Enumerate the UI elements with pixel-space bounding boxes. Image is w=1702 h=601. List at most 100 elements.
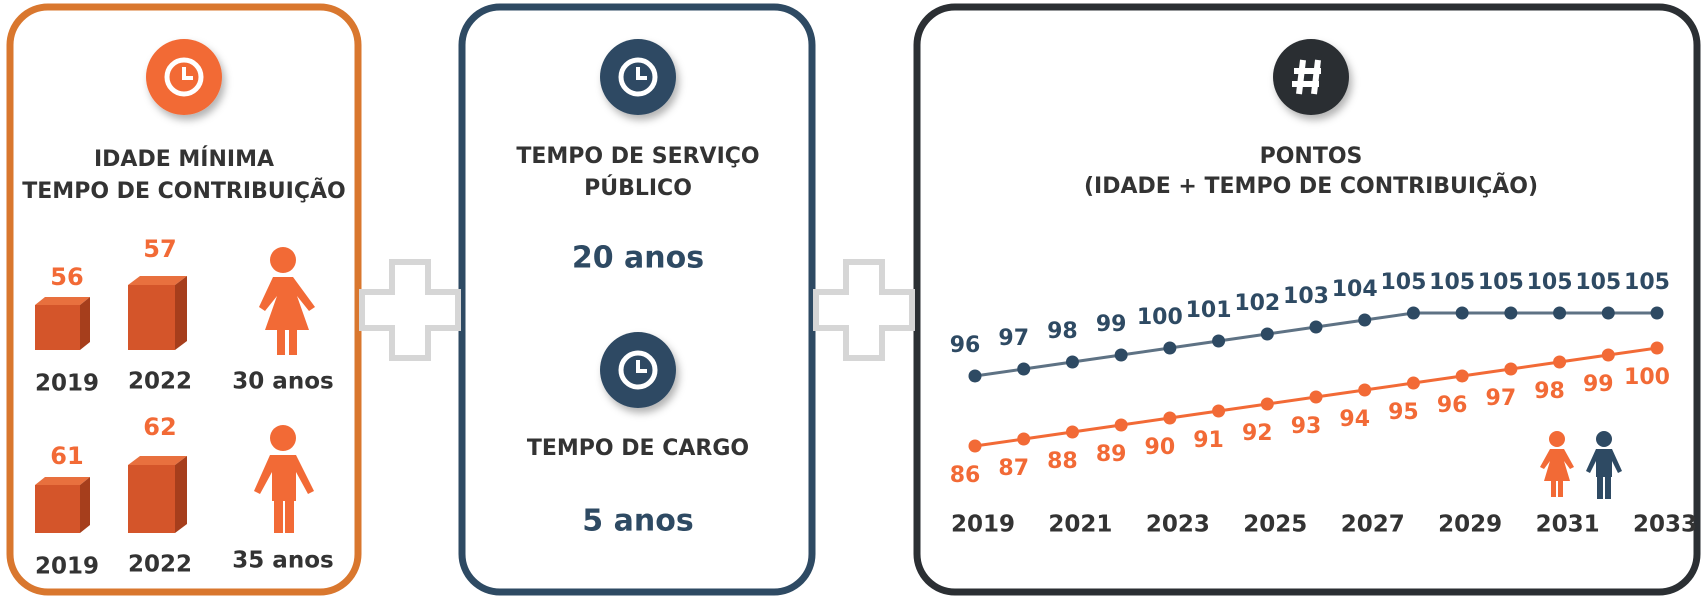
title-line: TEMPO DE SERVIÇO: [516, 144, 759, 169]
point: [1309, 390, 1323, 404]
value: 20 anos: [572, 241, 704, 276]
data-label: 93: [1291, 414, 1322, 439]
data-label: 94: [1339, 407, 1370, 432]
year: 2019: [35, 371, 99, 397]
data-label: 103: [1283, 284, 1329, 309]
data-label: 95: [1388, 400, 1419, 425]
data-label: 99: [1096, 312, 1127, 337]
point: [1163, 341, 1177, 355]
data-label: 97: [1486, 386, 1517, 411]
title-line: PONTOS: [1260, 144, 1363, 169]
data-label: 99: [1583, 372, 1614, 397]
point: [1455, 306, 1469, 320]
point: [1017, 362, 1031, 376]
data-label: 105: [1478, 270, 1524, 295]
x-tick-label: 2031: [1536, 512, 1600, 538]
x-tick-label: 2029: [1438, 512, 1502, 538]
man-icon: [254, 425, 314, 533]
clock-icon: [600, 332, 676, 408]
title-line: TEMPO DE CONTRIBUIÇÃO: [22, 178, 345, 204]
data-label: 88: [1047, 449, 1078, 474]
data-label: 101: [1186, 298, 1232, 323]
point: [1601, 306, 1615, 320]
data-label: 105: [1575, 270, 1621, 295]
value: 61: [50, 442, 83, 470]
point: [1650, 306, 1664, 320]
data-label: 105: [1429, 270, 1475, 295]
title-line: PÚBLICO: [584, 175, 692, 201]
data-label: 92: [1242, 421, 1273, 446]
data-label: 105: [1624, 270, 1670, 295]
panel-servico: [458, 3, 816, 596]
hash-icon: [1273, 39, 1349, 115]
data-label: 104: [1332, 277, 1378, 302]
woman-icon: [1540, 431, 1574, 497]
x-tick-label: 2021: [1048, 512, 1112, 538]
x-tick-label: 2019: [951, 512, 1015, 538]
year: 2022: [128, 369, 192, 395]
point: [1553, 306, 1567, 320]
data-label: 98: [1047, 319, 1078, 344]
plus-icon: [359, 259, 461, 361]
point: [1309, 320, 1323, 334]
man-icon: [1586, 431, 1622, 499]
panel-idade: [6, 3, 362, 596]
value: 56: [50, 263, 83, 291]
clock-icon: [146, 39, 222, 115]
point: [1163, 411, 1177, 425]
point: [1358, 313, 1372, 327]
data-label: 100: [1624, 365, 1670, 390]
point: [1114, 418, 1128, 432]
point: [1504, 362, 1518, 376]
data-label: 97: [998, 326, 1029, 351]
point: [1212, 404, 1226, 418]
point: [1212, 334, 1226, 348]
data-label: 100: [1137, 305, 1183, 330]
data-label: 90: [1145, 435, 1176, 460]
x-tick-label: 2023: [1146, 512, 1210, 538]
point: [968, 439, 982, 453]
point: [1260, 327, 1274, 341]
value: 57: [143, 235, 176, 263]
point: [1065, 355, 1079, 369]
data-label: 102: [1234, 291, 1280, 316]
title-line: (IDADE + TEMPO DE CONTRIBUIÇÃO): [1084, 173, 1538, 199]
point: [1017, 432, 1031, 446]
value: 5 anos: [582, 504, 693, 539]
data-label: 86: [950, 463, 981, 488]
data-label: 91: [1193, 428, 1224, 453]
plus-icon: [813, 259, 915, 361]
data-label: 105: [1380, 270, 1426, 295]
point: [1650, 341, 1664, 355]
point: [1504, 306, 1518, 320]
data-label: 96: [950, 333, 981, 358]
year: 2019: [35, 554, 99, 580]
title-line: IDADE MÍNIMA: [94, 146, 274, 172]
point: [1553, 355, 1567, 369]
point: [1601, 348, 1615, 362]
box-icon: [35, 276, 187, 533]
woman-icon: [259, 247, 315, 355]
point: [968, 369, 982, 383]
tempo: 30 anos: [232, 369, 333, 395]
point: [1406, 376, 1420, 390]
point: [1114, 348, 1128, 362]
title-line: TEMPO DE CARGO: [527, 436, 749, 461]
data-label: 89: [1096, 442, 1127, 467]
data-label: 96: [1437, 393, 1468, 418]
data-label: 87: [998, 456, 1029, 481]
x-tick-label: 2027: [1341, 512, 1405, 538]
data-label: 105: [1527, 270, 1573, 295]
data-label: 98: [1534, 379, 1565, 404]
point: [1260, 397, 1274, 411]
x-tick-label: 2025: [1243, 512, 1307, 538]
point: [1406, 306, 1420, 320]
point: [1358, 383, 1372, 397]
tempo: 35 anos: [232, 548, 333, 574]
year: 2022: [128, 552, 192, 578]
clock-icon: [600, 39, 676, 115]
value: 62: [143, 413, 176, 441]
point: [1455, 369, 1469, 383]
x-tick-label: 2033: [1633, 512, 1697, 538]
